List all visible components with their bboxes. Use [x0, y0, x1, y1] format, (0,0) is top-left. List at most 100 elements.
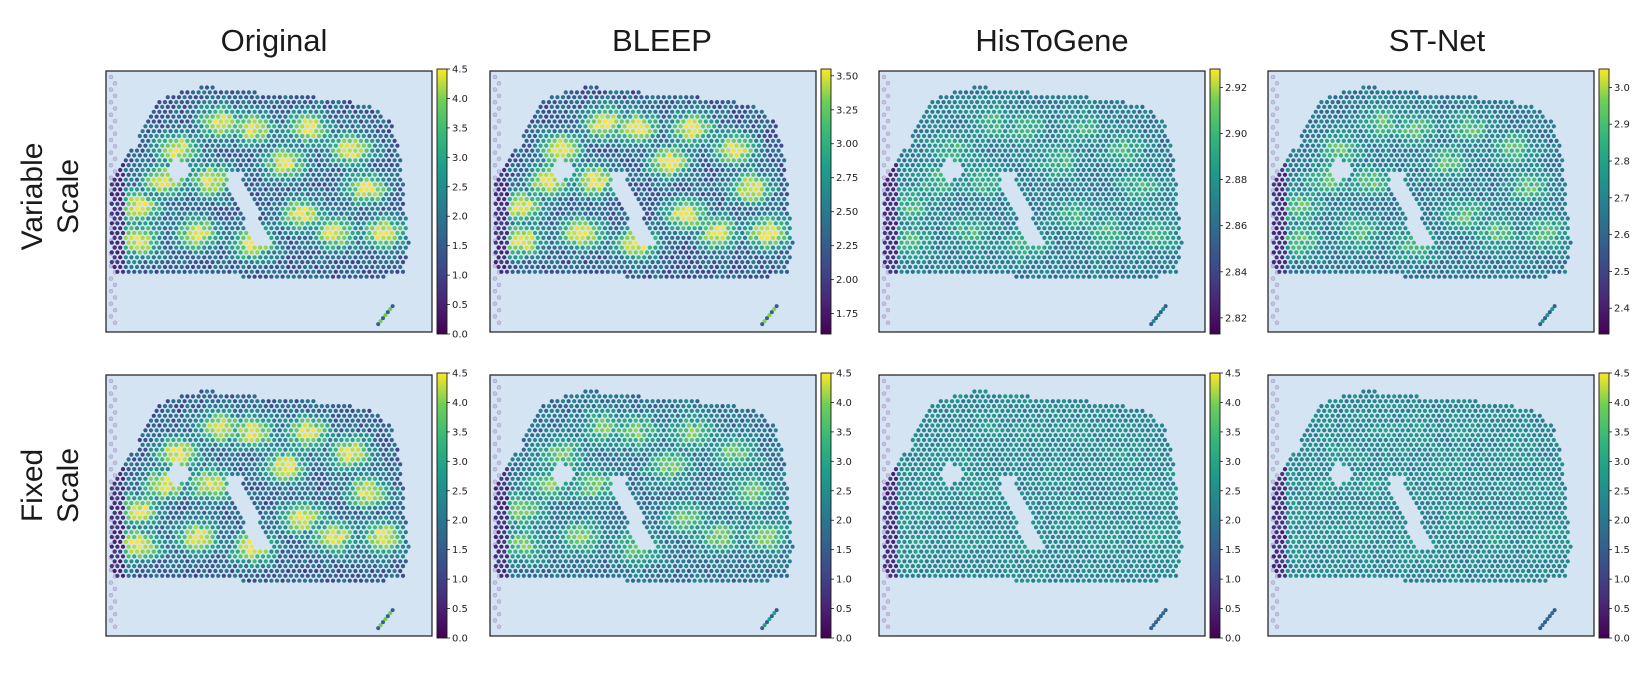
expression-spot: [277, 114, 282, 119]
expression-spot: [731, 197, 736, 202]
expression-spot: [123, 206, 128, 211]
expression-spot: [754, 255, 759, 260]
expression-spot: [398, 255, 403, 260]
expression-spot: [672, 95, 678, 100]
expression-spot: [650, 269, 655, 274]
expression-spot: [288, 240, 294, 245]
expression-spot: [544, 201, 549, 206]
expression-spot: [216, 221, 221, 226]
colorbar-frame: [436, 68, 448, 335]
expression-spot: [277, 240, 282, 245]
expression-spot: [1126, 129, 1131, 134]
expression-spot: [330, 216, 336, 221]
expression-spot: [723, 211, 728, 216]
expression-spot: [742, 167, 748, 173]
expression-spot: [913, 158, 918, 163]
expression-spot: [1092, 138, 1097, 143]
expression-spot: [544, 192, 549, 197]
expression-spot: [188, 240, 193, 245]
expression-spot: [714, 148, 720, 153]
expression-spot: [507, 255, 512, 260]
expression-spot: [975, 129, 980, 134]
expression-spot: [664, 167, 669, 173]
expression-spot: [737, 148, 742, 153]
expression-spot: [717, 114, 722, 119]
expression-spot: [572, 153, 577, 158]
expression-spot: [706, 114, 711, 119]
expression-spot: [1025, 187, 1030, 192]
expression-spot: [594, 124, 599, 129]
expression-spot: [563, 90, 568, 95]
expression-spot: [1173, 211, 1179, 216]
expression-spot: [221, 250, 226, 255]
expression-spot: [249, 240, 254, 245]
expression-spot: [549, 114, 554, 119]
expression-spot: [709, 167, 714, 173]
expression-spot: [614, 255, 619, 260]
expression-spot: [622, 133, 627, 139]
expression-spot: [280, 100, 285, 105]
expression-spot: [706, 182, 711, 187]
expression-spot: [770, 158, 776, 163]
expression-spot: [513, 264, 518, 270]
expression-spot: [1011, 143, 1016, 148]
expression-spot: [1028, 153, 1033, 158]
expression-spot: [339, 260, 344, 265]
expression-spot: [333, 104, 338, 109]
expression-spot: [628, 182, 633, 187]
expression-spot: [726, 255, 731, 260]
expression-spot: [1050, 143, 1055, 148]
expression-spot: [330, 274, 336, 279]
expression-spot: [1143, 216, 1148, 221]
expression-spot: [1151, 143, 1156, 148]
expression-spot: [636, 138, 641, 143]
expression-spot: [1120, 138, 1125, 143]
expression-spot: [308, 206, 313, 211]
expression-spot: [1064, 206, 1069, 211]
expression-spot: [1103, 129, 1109, 134]
expression-spot: [518, 255, 524, 260]
expression-spot: [274, 216, 280, 221]
expression-spot: [664, 226, 669, 231]
expression-spot: [933, 104, 938, 109]
expression-spot: [202, 148, 207, 153]
expression-spot: [588, 114, 594, 119]
expression-spot: [726, 148, 731, 153]
expression-spot: [389, 240, 394, 245]
expression-spot: [527, 192, 532, 197]
expression-spot: [552, 129, 557, 134]
expression-spot: [647, 109, 652, 114]
expression-spot: [709, 109, 714, 114]
expression-spot: [353, 274, 358, 279]
expression-spot: [1064, 158, 1069, 163]
expression-spot: [496, 216, 501, 221]
expression-spot: [1003, 197, 1008, 202]
expression-spot: [527, 163, 532, 168]
expression-spot: [989, 163, 994, 168]
expression-spot: [179, 187, 184, 192]
expression-spot: [213, 177, 218, 182]
expression-spot: [246, 90, 252, 95]
expression-spot: [762, 201, 767, 206]
expression-spot: [518, 177, 524, 182]
expression-spot: [667, 133, 672, 139]
expression-spot: [605, 269, 610, 274]
expression-spot: [616, 230, 622, 236]
expression-spot: [148, 221, 154, 226]
expression-spot: [1061, 124, 1067, 129]
expression-spot: [294, 192, 299, 197]
expression-spot: [712, 182, 717, 187]
expression-spot: [493, 250, 498, 255]
expression-spot: [611, 114, 616, 119]
expression-spot: [218, 177, 224, 182]
expression-spot: [754, 109, 759, 114]
expression-spot: [143, 201, 148, 206]
expression-spot: [776, 226, 781, 231]
expression-spot: [728, 201, 734, 206]
expression-spot: [356, 260, 361, 265]
expression-spot: [171, 95, 176, 100]
expression-spot: [706, 133, 711, 139]
expression-spot: [507, 167, 512, 173]
expression-spot: [577, 104, 582, 109]
expression-spot: [700, 211, 706, 216]
